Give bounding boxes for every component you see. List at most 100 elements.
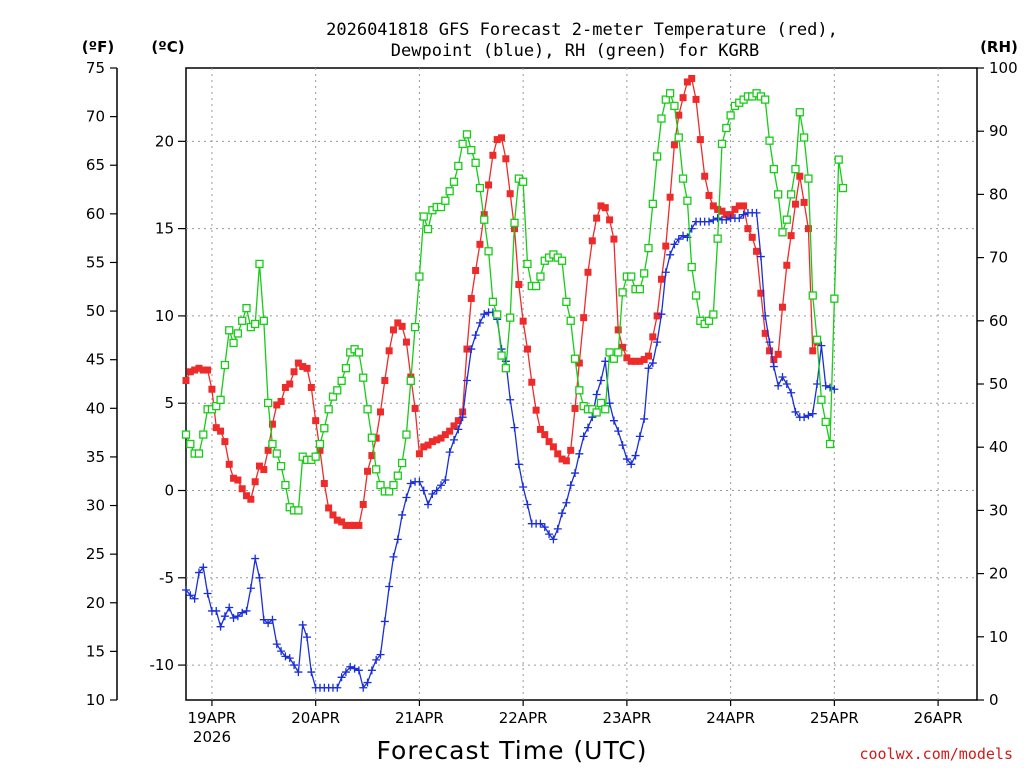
data-point [320,480,328,488]
celsius-tick-label: 15 [155,220,174,238]
data-point [333,516,341,524]
data-point [333,386,342,395]
data-point [212,401,221,411]
credit-link[interactable]: coolwx.com/models [859,745,1013,763]
data-point [233,329,243,338]
data-point [225,603,234,612]
data-point [566,481,575,490]
data-point [570,354,580,363]
data-point [467,146,476,155]
data-point [303,633,312,642]
data-point [186,439,195,449]
data-point [774,350,782,358]
data-point [679,231,688,240]
data-point [787,232,795,240]
data-point [216,395,225,404]
data-point [316,446,324,454]
data-point [415,272,424,281]
data-point [475,318,484,327]
data-point [825,439,835,449]
data-point [584,268,592,276]
data-point [372,465,381,474]
data-point [778,303,786,311]
data-point [441,196,450,205]
data-point [821,381,830,390]
data-point [338,518,346,526]
fahrenheit-tick-label: 40 [86,399,105,417]
data-point [272,640,281,649]
data-point [454,425,463,434]
year-label: 2026 [193,728,231,746]
data-point [415,477,424,486]
data-point [674,235,683,244]
fahrenheit-tick-label: 25 [86,545,105,563]
data-point [376,650,385,659]
data-point [389,326,397,334]
data-point [230,474,238,482]
data-point [428,489,437,498]
data-point [649,333,657,341]
data-point [329,511,337,519]
data-point [191,366,199,374]
data-point [277,647,286,656]
data-point [462,130,472,139]
data-point [311,452,320,461]
data-point [233,612,242,621]
data-point [398,510,407,519]
fahrenheit-tick-label: 20 [86,594,105,612]
chart-title-line-1: 2026041818 GFS Forecast 2-meter Temperat… [326,20,838,40]
data-point [627,460,636,469]
data-point [415,450,423,458]
data-point [290,368,298,376]
data-point [377,408,385,416]
data-point [467,345,476,354]
data-point [190,594,199,603]
data-point [796,172,804,180]
data-point [549,443,557,451]
data-point [791,164,800,174]
data-point [523,345,531,353]
data-point [753,247,761,255]
fahrenheit-tick-label: 60 [86,205,105,223]
data-point [739,210,748,219]
x-tick-label: 20APR [291,709,340,727]
data-point [264,446,272,454]
celsius-tick-label: -5 [159,569,174,587]
data-point [709,202,717,210]
data-point [821,417,830,427]
fahrenheit-axis-unit: (ºF) [82,38,114,56]
data-point [778,228,787,237]
data-point [394,319,402,327]
data-point [510,218,519,227]
data-point [644,352,652,360]
data-point [367,433,377,442]
data-point [726,111,735,120]
data-point [355,521,363,529]
data-point [454,417,462,425]
data-point [808,291,817,300]
data-point [346,521,354,529]
data-point [717,139,727,148]
data-point [618,441,627,450]
fahrenheit-tick-label: 55 [86,253,105,271]
data-point [627,272,636,281]
data-point [588,413,597,422]
data-point [761,311,770,320]
data-point [722,215,731,224]
data-point [406,376,415,385]
data-point [498,134,506,142]
celsius-tick-label: 20 [155,132,174,150]
data-point [242,606,251,615]
data-point [567,446,575,454]
data-point [661,268,670,277]
data-point [636,357,644,365]
data-point [557,256,567,265]
data-point [437,481,446,490]
data-point [372,434,380,442]
data-point [713,214,722,223]
data-point [268,420,276,428]
data-point [536,272,545,281]
data-point [809,347,817,355]
data-point [575,449,584,458]
data-point [652,152,662,161]
